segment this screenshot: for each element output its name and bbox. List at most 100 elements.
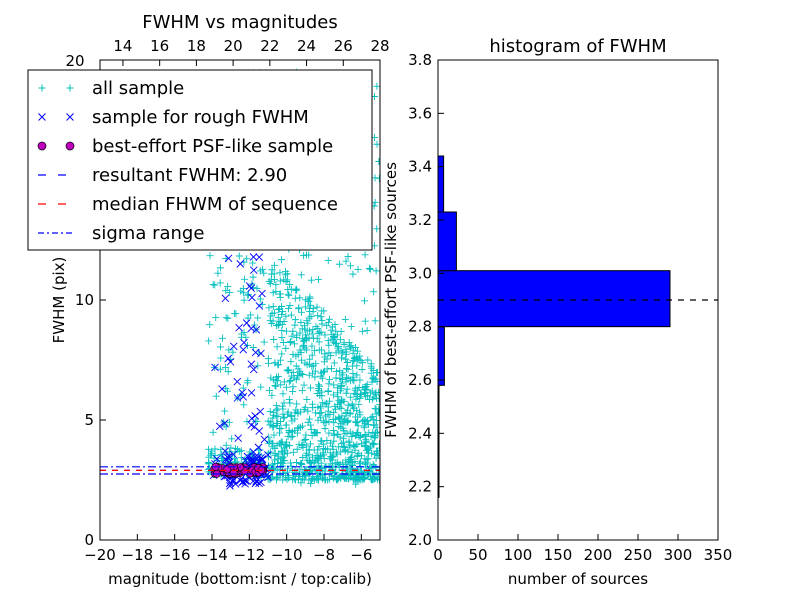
histogram-bar [438,270,671,328]
point-all-sample [371,421,379,429]
point-rough-sample [234,434,243,443]
point-all-sample [313,390,321,398]
point-all-sample [369,375,377,383]
scatter-y-ticks: 0 5 10 [75,291,106,549]
point-all-sample [344,448,352,456]
point-all-sample [217,451,225,459]
point-all-sample [241,275,249,283]
point-rough-sample [233,394,242,402]
point-all-sample [294,365,302,373]
point-all-sample [216,279,224,287]
point-all-sample [291,415,299,423]
point-all-sample [349,369,357,377]
point-all-sample [328,472,336,480]
point-all-sample [356,352,364,360]
point-all-sample [370,473,378,481]
point-all-sample [239,384,247,392]
histogram-y-tick-label: 2.2 [408,478,432,496]
scatter-x-tick-label: −16 [159,546,191,564]
point-rough-sample [260,435,269,444]
point-all-sample [337,404,345,412]
point-all-sample [320,307,328,315]
point-all-sample [282,421,290,429]
point-all-sample [209,280,217,288]
point-all-sample [366,264,374,272]
point-all-sample [298,422,306,430]
point-all-sample [222,364,230,372]
point-all-sample [321,400,329,408]
point-all-sample [302,334,310,342]
point-all-sample [291,409,299,417]
point-all-sample [229,348,237,356]
scatter-x-tick-label: −18 [122,546,154,564]
point-all-sample [207,451,215,459]
point-all-sample [327,351,335,359]
point-all-sample [327,326,335,334]
point-all-sample [322,462,330,470]
point-all-sample [355,400,363,408]
point-all-sample [224,368,232,376]
point-all-sample [289,448,297,456]
point-all-sample [277,438,285,446]
histogram-y-tick-label: 2.8 [408,318,432,336]
point-all-sample [289,368,297,376]
point-all-sample [267,312,275,320]
point-all-sample [274,321,282,329]
point-all-sample [324,445,332,453]
point-all-sample [357,440,365,448]
point-all-sample [286,280,294,288]
point-all-sample [283,366,291,374]
legend-entry-label: sample for rough FWHM [92,107,309,128]
point-all-sample [269,303,277,311]
point-all-sample [282,383,290,391]
point-all-sample [320,367,328,375]
point-all-sample [323,322,331,330]
point-all-sample [347,454,355,462]
point-all-sample [328,442,336,450]
point-all-sample [279,390,287,398]
point-all-sample [375,174,380,182]
point-all-sample [205,337,213,345]
point-rough-sample [264,473,272,482]
point-all-sample [324,318,332,326]
point-all-sample [307,312,315,320]
point-all-sample [318,320,326,328]
point-all-sample [293,286,301,294]
point-all-sample [357,458,365,466]
point-rough-sample [256,407,265,416]
point-all-sample [254,314,262,322]
point-rough-sample [226,482,234,490]
point-rough-sample [249,253,258,261]
point-all-sample [361,317,369,325]
point-all-sample [353,406,361,414]
histogram-y-tick-label: 3.4 [408,158,432,176]
point-rough-sample [229,342,238,351]
point-all-sample [281,267,289,275]
point-all-sample [343,359,351,367]
point-all-sample [363,327,371,335]
point-all-sample [338,412,346,420]
point-all-sample [350,475,358,483]
point-all-sample [354,422,362,430]
point-all-sample [325,397,333,405]
point-all-sample [232,310,240,318]
point-all-sample [297,308,305,316]
point-all-sample [265,304,273,312]
point-all-sample [343,385,351,393]
point-all-sample [327,453,335,461]
point-all-sample [370,393,378,401]
point-all-sample [315,338,323,346]
point-rough-sample [258,455,267,463]
point-all-sample [272,474,280,482]
point-all-sample [256,295,264,303]
point-all-sample [252,417,260,425]
point-all-sample [278,402,286,410]
point-all-sample [316,382,324,390]
point-all-sample [323,436,331,444]
point-all-sample [274,360,282,368]
point-all-sample [331,333,339,341]
point-all-sample [211,281,219,289]
point-all-sample [277,381,285,389]
histogram-bars [438,155,671,498]
point-all-sample [323,476,331,484]
